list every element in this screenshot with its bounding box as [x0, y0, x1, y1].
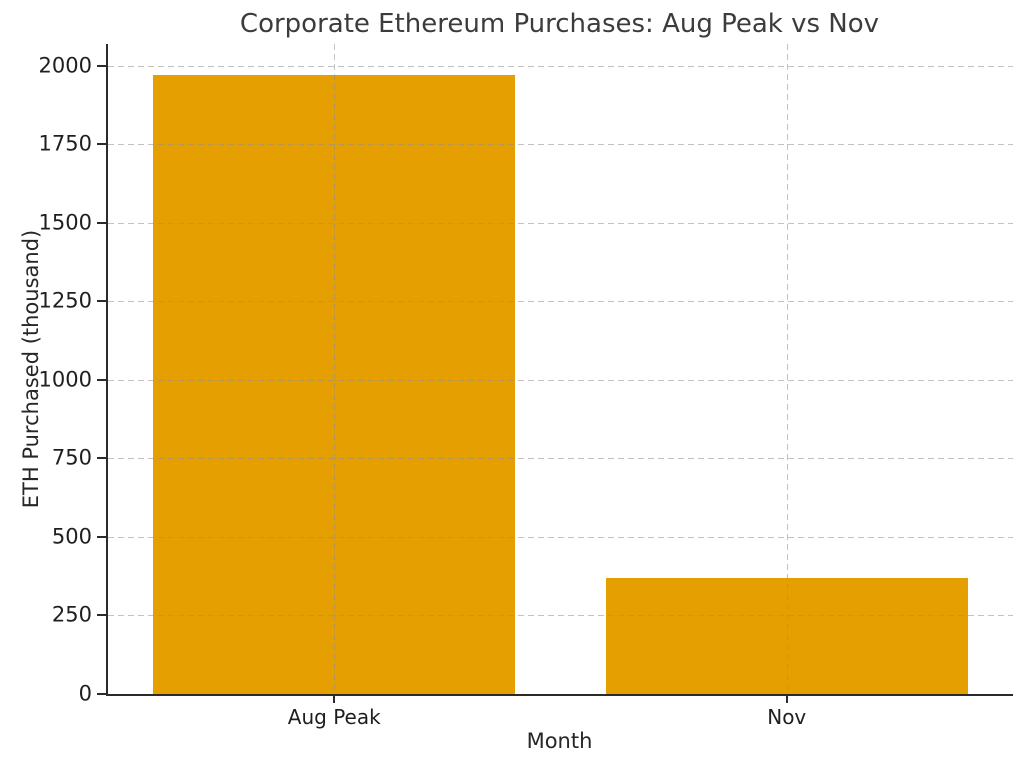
y-tick-label: 1750 — [38, 131, 92, 156]
y-axis-tick — [97, 64, 106, 67]
y-axis-tick — [97, 221, 106, 224]
x-axis-label: Month — [526, 729, 593, 753]
h-gridline — [108, 301, 1013, 303]
y-axis-tick — [97, 614, 106, 617]
plot-area: 0 250 500 750 1000 1250 1500 1750 2000 Aug Peak No… — [39, 44, 1013, 729]
h-gridline — [108, 65, 1013, 67]
x-axis-tick — [785, 696, 788, 703]
y-axis-tick — [97, 535, 106, 538]
y-axis-tick — [97, 300, 106, 303]
y-tick-label: 0 — [78, 681, 92, 706]
v-gridline — [786, 44, 788, 694]
h-gridline — [108, 222, 1013, 224]
x-tick-label: Aug Peak — [287, 705, 381, 729]
x-tick-label: Nov — [767, 705, 807, 729]
y-axis-tick — [97, 693, 106, 695]
y-tick-label: 1500 — [38, 210, 92, 235]
y-axis-tick — [97, 143, 106, 146]
y-axis-tick — [97, 457, 106, 460]
chart-title: Corporate Ethereum Purchases: Aug Peak v… — [239, 9, 880, 39]
y-tick-label: 750 — [51, 446, 92, 471]
h-gridline — [108, 458, 1013, 460]
v-gridline — [334, 44, 336, 694]
h-gridline — [108, 615, 1013, 617]
h-gridline — [108, 144, 1013, 146]
y-tick-label: 1250 — [38, 289, 92, 314]
y-tick-label: 2000 — [38, 53, 92, 78]
h-gridline — [108, 379, 1013, 381]
y-axis-tick — [97, 378, 106, 381]
h-gridline — [108, 536, 1013, 538]
y-tick-label: 500 — [51, 524, 92, 549]
y-tick-label: 1000 — [38, 367, 92, 392]
x-axis-tick — [333, 696, 336, 703]
y-tick-label: 250 — [51, 603, 92, 628]
